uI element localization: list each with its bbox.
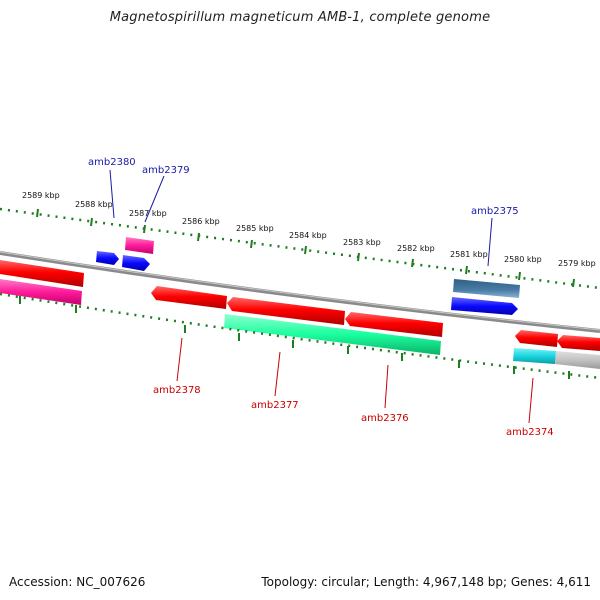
gene-amb2374[interactable] xyxy=(513,348,556,364)
gene-amb2377-red[interactable] xyxy=(227,297,345,325)
genome-summary-text: Topology: circular; Length: 4,967,148 bp… xyxy=(261,575,591,589)
accession-text: Accession: NC_007626 xyxy=(9,575,146,589)
scale-label: 2582 kbp xyxy=(397,244,435,253)
reverse-genes xyxy=(0,260,600,369)
gene-left-red[interactable] xyxy=(0,260,84,287)
scale-label: 2579 kbp xyxy=(558,259,596,268)
scale-label: 2588 kbp xyxy=(75,200,113,209)
forward-leader-lines xyxy=(109,169,493,267)
gene-amb2380[interactable] xyxy=(96,251,119,265)
inner-scale-ticks xyxy=(0,292,600,380)
scale-label: 2587 kbp xyxy=(129,209,167,218)
gene-gray[interactable] xyxy=(555,351,600,369)
forward-genes xyxy=(96,237,520,315)
gene-label-amb2380[interactable]: amb2380 xyxy=(88,157,136,168)
scale-label: 2581 kbp xyxy=(450,250,488,259)
gene-amb2374-red[interactable] xyxy=(515,330,558,347)
scale-label: 2585 kbp xyxy=(236,224,274,233)
scale-label: 2580 kbp xyxy=(504,255,542,264)
scale-label: 2584 kbp xyxy=(289,231,327,240)
gene-label-amb2376[interactable]: amb2376 xyxy=(361,413,409,424)
gene-left-magenta[interactable] xyxy=(0,279,82,305)
gene-amb2377[interactable] xyxy=(224,314,441,355)
gene-label-amb2374[interactable]: amb2374 xyxy=(506,427,554,438)
gene-label-amb2375[interactable]: amb2375 xyxy=(471,206,519,217)
gene-amb2379[interactable] xyxy=(122,255,150,271)
gene-amb2376[interactable] xyxy=(345,312,443,337)
outer-scale-ticks xyxy=(0,207,600,290)
scale-labels: 2589 kbp 2588 kbp 2587 kbp 2586 kbp 2585… xyxy=(22,191,596,268)
gene-right-red[interactable] xyxy=(557,335,600,351)
scale-label: 2586 kbp xyxy=(182,217,220,226)
gene-magenta-small[interactable] xyxy=(125,237,154,254)
scale-label: 2583 kbp xyxy=(343,238,381,247)
gene-amb2378[interactable] xyxy=(151,286,227,309)
scale-label: 2589 kbp xyxy=(22,191,60,200)
gene-label-amb2379[interactable]: amb2379 xyxy=(142,165,190,176)
gene-blue-forward[interactable] xyxy=(451,297,518,315)
reverse-leader-lines xyxy=(176,337,534,424)
gene-label-amb2377[interactable]: amb2377 xyxy=(251,400,299,411)
gene-labels: amb2380 amb2379 amb2375 amb2378 amb2377 … xyxy=(88,157,554,438)
genome-backbone xyxy=(0,251,600,333)
gene-label-amb2378[interactable]: amb2378 xyxy=(153,385,201,396)
gene-amb2375[interactable] xyxy=(453,279,520,298)
map-title: Magnetospirillum magneticum AMB-1, compl… xyxy=(109,10,491,25)
